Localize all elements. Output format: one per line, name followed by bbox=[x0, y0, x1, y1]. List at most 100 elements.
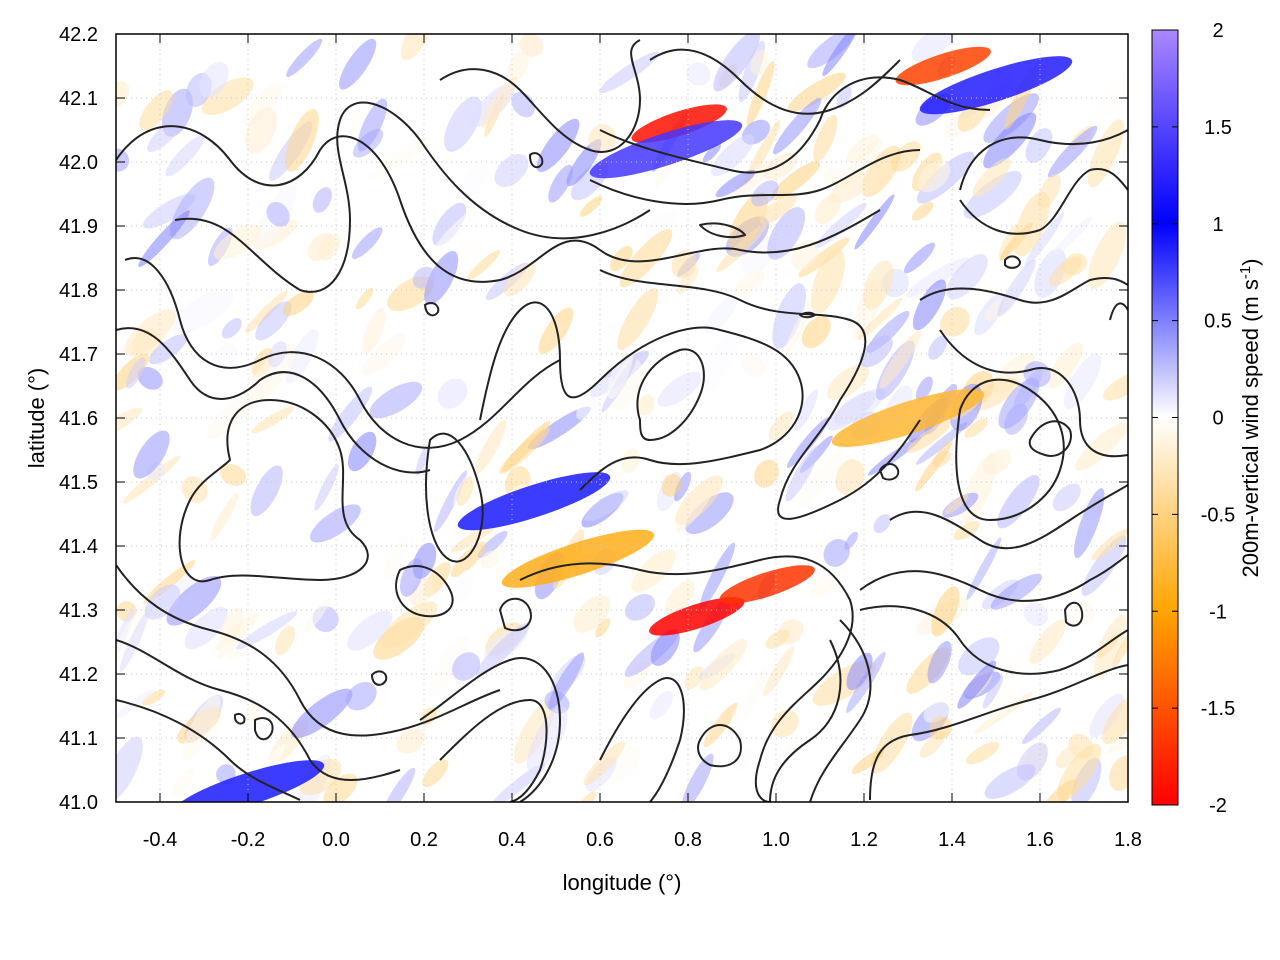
field-texture-cell bbox=[453, 569, 474, 603]
field-texture-cell bbox=[1055, 745, 1080, 769]
field-texture-cell bbox=[637, 394, 655, 416]
colorbar-tick-label: -1 bbox=[1209, 601, 1227, 623]
field-texture-cell bbox=[763, 646, 795, 697]
y-tick-label: 41.9 bbox=[59, 216, 98, 238]
field-feature-positive-northeast bbox=[919, 56, 1073, 115]
field-texture-cell bbox=[674, 471, 692, 502]
field-texture-cell bbox=[686, 62, 711, 86]
field-texture-cell bbox=[450, 521, 499, 553]
field-texture-cell bbox=[798, 237, 850, 278]
contour-line bbox=[697, 724, 742, 768]
field-texture-cell bbox=[477, 530, 508, 558]
field-texture-cell bbox=[978, 669, 1032, 718]
field-texture-cell bbox=[772, 283, 806, 349]
field-texture-cell bbox=[245, 290, 288, 334]
field-texture-cell bbox=[851, 749, 885, 774]
y-tick-label: 41.3 bbox=[59, 600, 98, 622]
field-texture-cell bbox=[958, 637, 1000, 676]
field-texture-cell bbox=[169, 289, 234, 334]
field-texture-cell bbox=[1029, 619, 1067, 664]
field-texture-cell bbox=[797, 448, 846, 509]
field-texture-cell bbox=[467, 250, 500, 281]
field-texture-cell bbox=[475, 622, 531, 677]
field-texture-cell bbox=[854, 194, 895, 250]
field-texture-cell bbox=[607, 345, 634, 399]
field-texture-cell bbox=[451, 541, 487, 578]
field-texture-cell bbox=[671, 250, 697, 279]
field-texture-cell bbox=[654, 159, 675, 187]
field-texture-cell bbox=[451, 652, 481, 681]
field-texture-cell bbox=[182, 695, 221, 761]
field-texture-cell bbox=[119, 611, 149, 672]
contour-line bbox=[499, 597, 532, 632]
terrain-contours bbox=[116, 39, 1128, 802]
field-texture-cell bbox=[813, 115, 838, 162]
field-texture-cell bbox=[285, 108, 319, 172]
field-texture-cell bbox=[116, 148, 130, 172]
colorbar-tick-label: -1.5 bbox=[1201, 698, 1235, 720]
field-texture-cell bbox=[503, 262, 536, 297]
field-texture-cell bbox=[250, 465, 283, 517]
field-texture-cell bbox=[367, 137, 431, 180]
field-texture-cell bbox=[583, 741, 626, 786]
contour-line bbox=[439, 39, 641, 153]
field-texture-cell bbox=[480, 550, 500, 570]
field-feature-negative-southwest-band bbox=[501, 529, 655, 588]
colorbar-tick-label: 0.5 bbox=[1204, 311, 1232, 333]
contour-line bbox=[589, 149, 921, 205]
field-texture-cell bbox=[1048, 342, 1083, 389]
field-texture-cell bbox=[770, 709, 799, 738]
contour-line bbox=[919, 276, 1128, 304]
field-texture-cell bbox=[137, 367, 163, 390]
contour-line bbox=[599, 76, 991, 174]
y-axis-ticks: 41.0 41.1 41.2 41.3 41.4 41.5 41.6 41.7 41.8 41.9… bbox=[59, 24, 1128, 814]
field-feature-negative-northeast bbox=[895, 46, 991, 86]
field-texture-cell bbox=[116, 687, 157, 720]
field-texture-cell bbox=[915, 376, 933, 402]
field-texture-cell bbox=[1109, 755, 1128, 792]
field-texture-cell bbox=[266, 201, 290, 227]
field-texture-cell bbox=[369, 381, 423, 419]
field-texture-cell bbox=[1089, 693, 1124, 738]
contour-line bbox=[649, 48, 901, 115]
field-texture-cell bbox=[339, 38, 377, 90]
field-texture-cell bbox=[1052, 216, 1093, 256]
contour-line bbox=[859, 605, 1128, 675]
field-texture-cell bbox=[1073, 488, 1105, 559]
field-texture-cell bbox=[1022, 707, 1061, 745]
contour-line bbox=[116, 699, 301, 801]
field-texture-cell bbox=[1091, 529, 1128, 561]
field-texture-cell bbox=[759, 194, 797, 224]
field-texture-cell bbox=[1112, 625, 1128, 669]
field-texture-cell bbox=[846, 651, 886, 713]
x-tick-label: 1.0 bbox=[762, 829, 790, 851]
field-texture-cell bbox=[219, 463, 247, 487]
field-texture-cell bbox=[711, 134, 755, 177]
field-texture-cell bbox=[957, 660, 997, 709]
contour-line bbox=[439, 699, 548, 802]
field-texture-cell bbox=[318, 233, 341, 261]
contour-line bbox=[395, 565, 454, 618]
field-texture-cell bbox=[181, 476, 208, 503]
field-texture-cell bbox=[1105, 734, 1128, 755]
field-texture-cell bbox=[213, 224, 262, 260]
x-axis-label: longitude (°) bbox=[563, 870, 682, 895]
field-texture-cell bbox=[348, 431, 377, 472]
contour-line bbox=[799, 311, 816, 319]
field-texture-cell bbox=[166, 576, 222, 626]
field-texture-cell bbox=[619, 228, 673, 288]
field-texture-cell bbox=[770, 160, 821, 201]
field-texture-cell bbox=[133, 430, 170, 479]
field-texture-cell bbox=[643, 210, 678, 241]
contour-line bbox=[955, 378, 1065, 521]
field-texture-cell bbox=[963, 171, 1022, 219]
field-texture-cell bbox=[621, 448, 641, 474]
field-texture-cell bbox=[165, 135, 204, 177]
colorbar-tick-label: -2 bbox=[1209, 795, 1227, 817]
y-tick-label: 41.4 bbox=[59, 536, 98, 558]
field-texture-cell bbox=[302, 598, 331, 634]
field-texture-cell bbox=[661, 473, 682, 497]
field-texture-cell bbox=[702, 143, 722, 163]
x-tick-label: 0.2 bbox=[410, 829, 438, 851]
contour-line bbox=[479, 301, 804, 491]
